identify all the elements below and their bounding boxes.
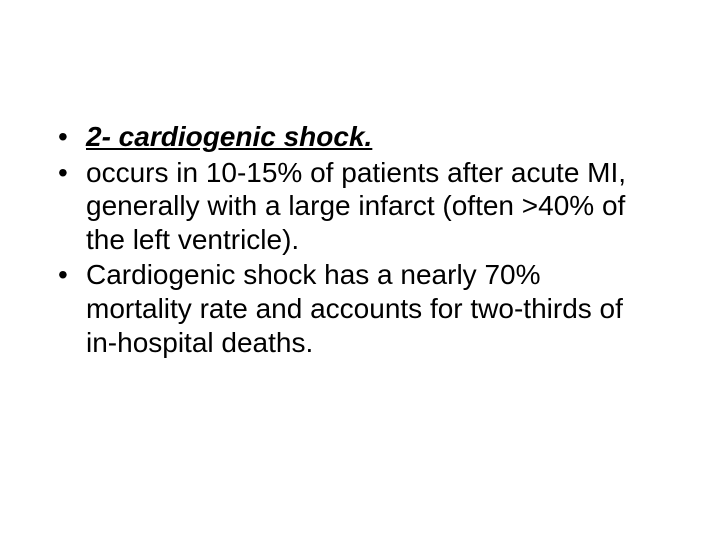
- bullet-text: occurs in 10-15% of patients after acute…: [86, 157, 626, 255]
- bullet-list: 2- cardiogenic shock. occurs in 10-15% o…: [50, 120, 630, 359]
- list-item: Cardiogenic shock has a nearly 70% morta…: [50, 258, 630, 359]
- slide: 2- cardiogenic shock. occurs in 10-15% o…: [0, 0, 720, 540]
- list-item: 2- cardiogenic shock.: [50, 120, 630, 154]
- list-item: occurs in 10-15% of patients after acute…: [50, 156, 630, 257]
- bullet-heading: 2- cardiogenic shock.: [86, 121, 372, 152]
- bullet-text: Cardiogenic shock has a nearly 70% morta…: [86, 259, 623, 357]
